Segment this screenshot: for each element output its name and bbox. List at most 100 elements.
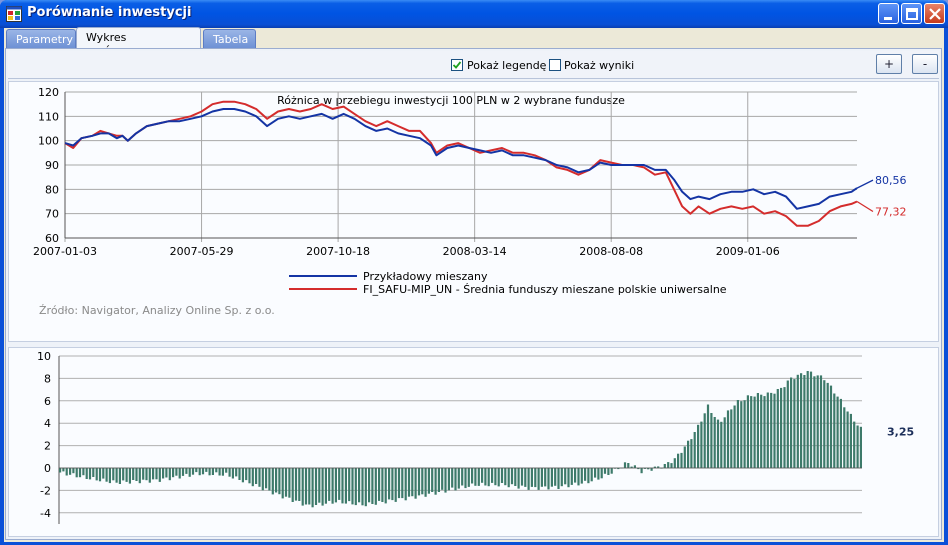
difference-bar	[826, 382, 829, 468]
difference-bar	[813, 376, 816, 468]
tab-label: Parametry	[16, 33, 73, 46]
x-tick-label: 2008-08-08	[579, 245, 643, 258]
y-tick-label: 4	[44, 417, 51, 430]
difference-bar	[105, 468, 108, 482]
difference-bar	[275, 468, 278, 493]
difference-bar	[650, 468, 653, 471]
difference-bar	[730, 409, 733, 468]
difference-bar	[560, 468, 563, 487]
y-tick-label: 80	[45, 183, 59, 196]
difference-bar	[544, 468, 547, 487]
difference-bar	[288, 468, 291, 498]
difference-bar	[574, 468, 577, 483]
difference-bar-chart: -4 -2 0 2 4 6 8 10 3,25	[37, 350, 914, 524]
tab-page-chart: Pokaż legendę Pokaż wyniki + - Różnica w…	[5, 48, 942, 540]
close-icon	[929, 8, 941, 20]
difference-bar	[298, 468, 301, 501]
difference-bar	[680, 452, 683, 468]
difference-bar	[62, 468, 65, 472]
client-area: Parametry Wykres porównawczy Tabela Poka…	[4, 27, 944, 542]
x-tick-label: 2007-10-18	[306, 245, 370, 258]
difference-bar	[447, 468, 450, 491]
close-button[interactable]	[924, 3, 945, 24]
difference-bar	[796, 374, 799, 468]
difference-bar	[487, 468, 490, 487]
difference-bar	[112, 468, 115, 481]
difference-bar	[128, 468, 131, 484]
difference-bar	[155, 468, 158, 480]
difference-bar	[667, 462, 670, 468]
show-results-checkbox[interactable]	[549, 59, 561, 71]
difference-bar	[763, 396, 766, 468]
difference-bar	[773, 393, 776, 468]
difference-bar	[477, 468, 480, 486]
window-title: Porównanie inwestycji	[27, 5, 192, 20]
difference-bar	[497, 468, 500, 487]
difference-bar	[384, 468, 387, 504]
difference-bar	[587, 468, 590, 484]
title-bar[interactable]: Porównanie inwestycji	[0, 0, 948, 28]
y-tick-label: -2	[40, 484, 51, 497]
minimize-icon	[884, 17, 892, 20]
difference-bar	[318, 468, 321, 503]
difference-bar	[567, 468, 570, 488]
end-value-label: 77,32	[875, 206, 907, 219]
difference-bar	[138, 468, 141, 484]
tab-parametry[interactable]: Parametry	[6, 29, 76, 49]
maximize-button[interactable]	[901, 3, 922, 24]
difference-bar	[308, 468, 311, 505]
difference-bar	[653, 466, 656, 468]
difference-bar	[414, 468, 417, 499]
show-results-label[interactable]: Pokaż wyniki	[564, 59, 635, 72]
difference-bar	[102, 468, 105, 479]
difference-bar	[148, 468, 151, 483]
difference-bar	[683, 446, 686, 468]
chart-title: Różnica w przebiegu inwestycji 100 PLN w…	[277, 94, 625, 107]
tab-label: Tabela	[213, 33, 249, 46]
difference-bar	[537, 468, 540, 490]
end-value-label: 80,56	[875, 174, 907, 187]
difference-bar	[451, 468, 454, 488]
difference-bar	[627, 463, 630, 468]
difference-bar	[88, 468, 92, 480]
difference-bar	[637, 468, 640, 470]
difference-bar	[643, 468, 646, 469]
difference-bar	[72, 468, 75, 474]
difference-bar	[338, 468, 341, 500]
difference-bar	[344, 468, 347, 504]
x-tick-label: 2009-01-06	[716, 245, 780, 258]
difference-bar	[328, 468, 331, 501]
difference-bar	[481, 468, 484, 483]
difference-bar	[421, 468, 424, 495]
maximize-icon	[906, 8, 918, 20]
difference-bar	[431, 468, 434, 492]
difference-bar	[75, 468, 78, 478]
show-legend-label[interactable]: Pokaż legendę	[467, 59, 547, 72]
tab-wykres-porownawczy[interactable]: Wykres porównawczy	[76, 27, 201, 57]
difference-bar	[388, 468, 391, 500]
difference-bar	[570, 468, 573, 485]
line-chart: Różnica w przebiegu inwestycji 100 PLN w…	[33, 86, 907, 317]
difference-bar	[760, 394, 763, 468]
difference-bar	[251, 468, 254, 487]
difference-bar	[331, 468, 334, 504]
zoom-in-button[interactable]: +	[876, 54, 902, 74]
difference-bar	[424, 468, 427, 497]
difference-bar	[790, 377, 793, 468]
y-tick-label: 110	[38, 110, 59, 123]
difference-bar	[122, 468, 125, 481]
minimize-button[interactable]	[878, 3, 899, 24]
tab-tabela[interactable]: Tabela	[203, 29, 256, 49]
difference-bar	[255, 468, 258, 484]
difference-bar	[235, 468, 238, 477]
zoom-out-button[interactable]: -	[912, 54, 938, 74]
difference-bar	[733, 405, 736, 468]
difference-bar	[743, 400, 746, 468]
difference-bar	[218, 468, 221, 476]
difference-bar	[607, 468, 610, 475]
show-legend-checkbox[interactable]	[451, 59, 463, 71]
difference-bar	[228, 468, 231, 477]
difference-bar	[301, 468, 304, 506]
difference-bar	[849, 413, 852, 468]
difference-bar	[205, 468, 208, 472]
